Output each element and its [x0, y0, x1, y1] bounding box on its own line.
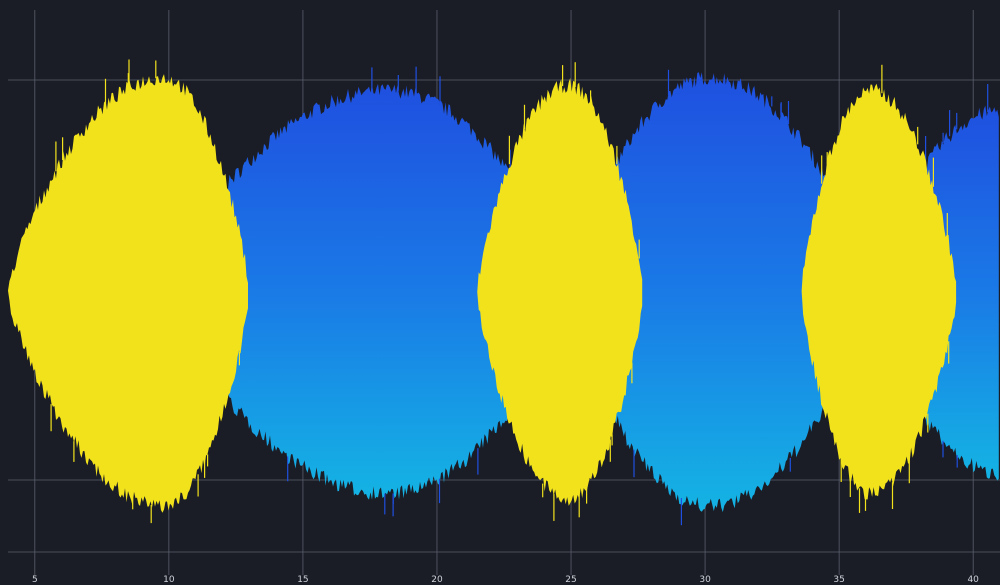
- x-tick-label: 25: [565, 575, 576, 585]
- x-tick-label: 30: [699, 575, 711, 585]
- x-tick-label: 10: [163, 575, 175, 585]
- yellow-lobe-1: [8, 59, 248, 524]
- blue-lobe-1: [163, 66, 567, 517]
- yellow-lobe-3-area: [801, 83, 957, 500]
- series-layer: [8, 59, 999, 526]
- x-axis-ticks: 5 10 15 20 25 30 35 40: [32, 575, 979, 585]
- yellow-lobe-3: [801, 64, 957, 513]
- x-tick-label: 35: [833, 575, 844, 585]
- yellow-lobe-2-area: [477, 78, 643, 506]
- x-tick-label: 20: [431, 575, 443, 585]
- x-tick-label: 15: [297, 575, 308, 585]
- x-tick-label: 5: [32, 575, 38, 585]
- x-tick-label: 40: [967, 575, 979, 585]
- blue-lobe-1-area: [163, 83, 567, 500]
- yellow-lobe-2: [477, 62, 643, 521]
- blue-lobe-2-area: [568, 72, 870, 513]
- yellow-lobe-1-area: [8, 74, 248, 513]
